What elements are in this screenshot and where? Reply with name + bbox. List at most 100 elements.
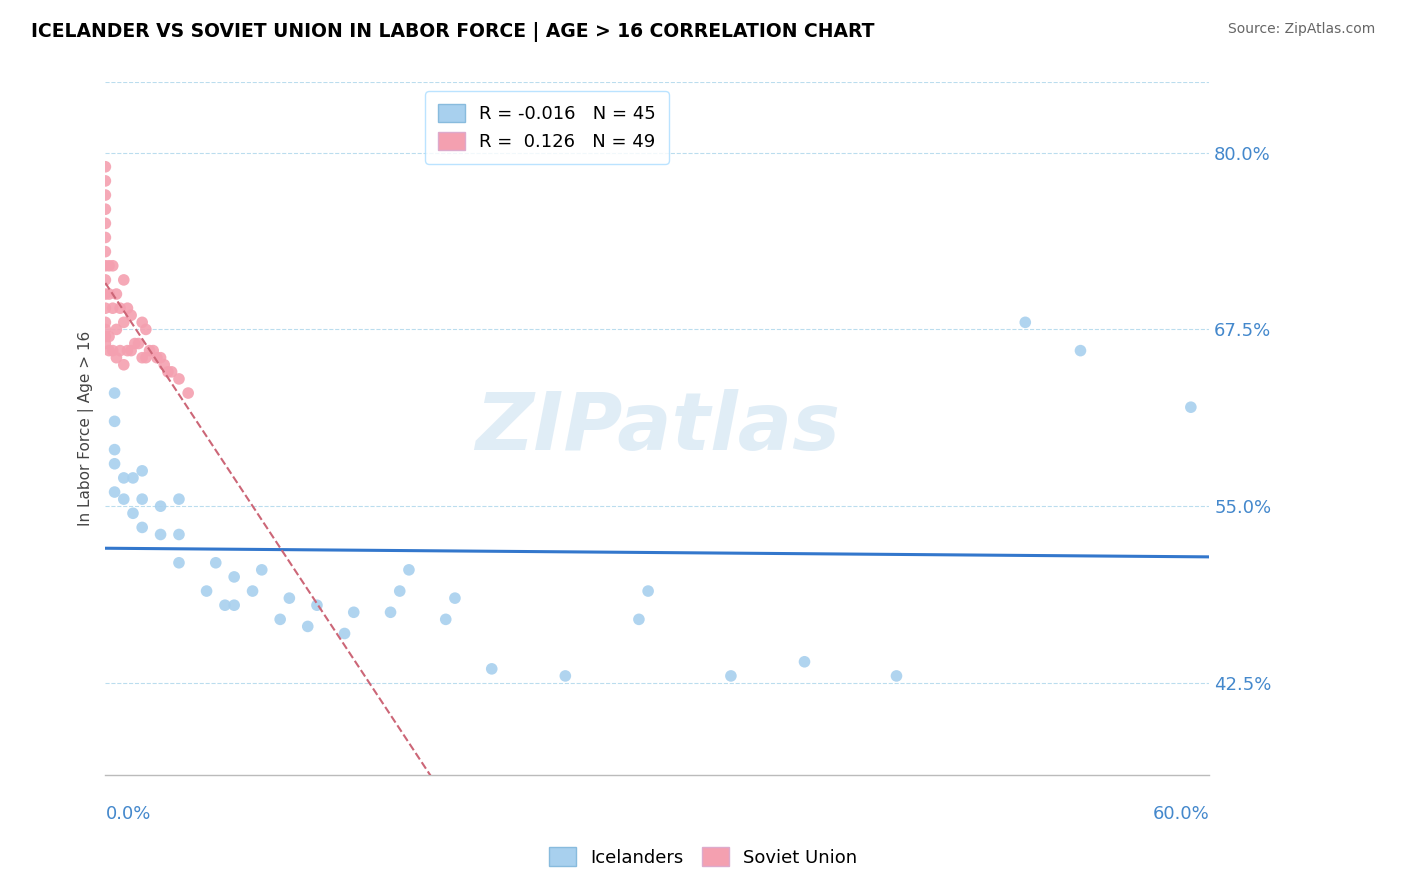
Point	[94, 273, 117, 287]
Point	[398, 563, 420, 577]
Point	[105, 287, 128, 301]
Point	[94, 315, 117, 329]
Point	[105, 322, 128, 336]
Point	[886, 669, 908, 683]
Point	[122, 506, 145, 520]
Point	[103, 442, 125, 457]
Point	[278, 591, 301, 606]
Point	[250, 563, 273, 577]
Point	[343, 605, 366, 619]
Point	[128, 336, 150, 351]
Point	[117, 343, 139, 358]
Point	[94, 188, 117, 202]
Point	[637, 584, 659, 599]
Point	[388, 584, 411, 599]
Y-axis label: In Labor Force | Age > 16: In Labor Force | Age > 16	[79, 331, 94, 526]
Point	[131, 315, 153, 329]
Point	[131, 520, 153, 534]
Point	[94, 244, 117, 259]
Point	[94, 287, 117, 301]
Point	[98, 287, 121, 301]
Point	[297, 619, 319, 633]
Point	[98, 259, 121, 273]
Point	[167, 372, 190, 386]
Point	[112, 492, 135, 507]
Legend: Icelanders, Soviet Union: Icelanders, Soviet Union	[541, 840, 865, 874]
Point	[94, 202, 117, 217]
Point	[94, 160, 117, 174]
Text: ZIPatlas: ZIPatlas	[475, 390, 839, 467]
Point	[112, 315, 135, 329]
Point	[167, 556, 190, 570]
Point	[131, 351, 153, 365]
Point	[103, 414, 125, 428]
Point	[108, 343, 131, 358]
Point	[156, 365, 179, 379]
Point	[94, 322, 117, 336]
Point	[444, 591, 467, 606]
Point	[101, 301, 124, 316]
Point	[94, 336, 117, 351]
Point	[554, 669, 576, 683]
Point	[103, 485, 125, 500]
Point	[153, 358, 176, 372]
Point	[105, 351, 128, 365]
Point	[195, 584, 218, 599]
Legend: R = -0.016   N = 45, R =  0.126   N = 49: R = -0.016 N = 45, R = 0.126 N = 49	[425, 91, 669, 164]
Point	[380, 605, 402, 619]
Point	[793, 655, 815, 669]
Text: ICELANDER VS SOVIET UNION IN LABOR FORCE | AGE > 16 CORRELATION CHART: ICELANDER VS SOVIET UNION IN LABOR FORCE…	[31, 22, 875, 42]
Point	[103, 457, 125, 471]
Point	[142, 343, 165, 358]
Text: 0.0%: 0.0%	[105, 805, 150, 823]
Point	[224, 598, 246, 612]
Point	[305, 598, 328, 612]
Point	[627, 612, 650, 626]
Text: 60.0%: 60.0%	[1153, 805, 1209, 823]
Point	[177, 386, 200, 401]
Point	[135, 322, 157, 336]
Point	[103, 386, 125, 401]
Point	[94, 230, 117, 244]
Point	[98, 329, 121, 343]
Point	[94, 216, 117, 230]
Point	[131, 464, 153, 478]
Point	[135, 351, 157, 365]
Point	[120, 343, 142, 358]
Point	[720, 669, 742, 683]
Point	[149, 527, 172, 541]
Point	[112, 273, 135, 287]
Point	[204, 556, 226, 570]
Text: Source: ZipAtlas.com: Source: ZipAtlas.com	[1227, 22, 1375, 37]
Point	[167, 527, 190, 541]
Point	[434, 612, 457, 626]
Point	[98, 343, 121, 358]
Point	[124, 336, 146, 351]
Point	[94, 329, 117, 343]
Point	[94, 301, 117, 316]
Point	[167, 492, 190, 507]
Point	[131, 492, 153, 507]
Point	[94, 259, 117, 273]
Point	[122, 471, 145, 485]
Point	[214, 598, 236, 612]
Point	[333, 626, 356, 640]
Point	[112, 358, 135, 372]
Point	[149, 499, 172, 513]
Point	[101, 343, 124, 358]
Point	[269, 612, 291, 626]
Point	[242, 584, 264, 599]
Point	[481, 662, 503, 676]
Point	[112, 471, 135, 485]
Point	[160, 365, 183, 379]
Point	[138, 343, 160, 358]
Point	[117, 301, 139, 316]
Point	[108, 301, 131, 316]
Point	[1069, 343, 1091, 358]
Point	[120, 308, 142, 322]
Point	[224, 570, 246, 584]
Point	[1180, 400, 1202, 414]
Point	[149, 351, 172, 365]
Point	[101, 259, 124, 273]
Point	[94, 174, 117, 188]
